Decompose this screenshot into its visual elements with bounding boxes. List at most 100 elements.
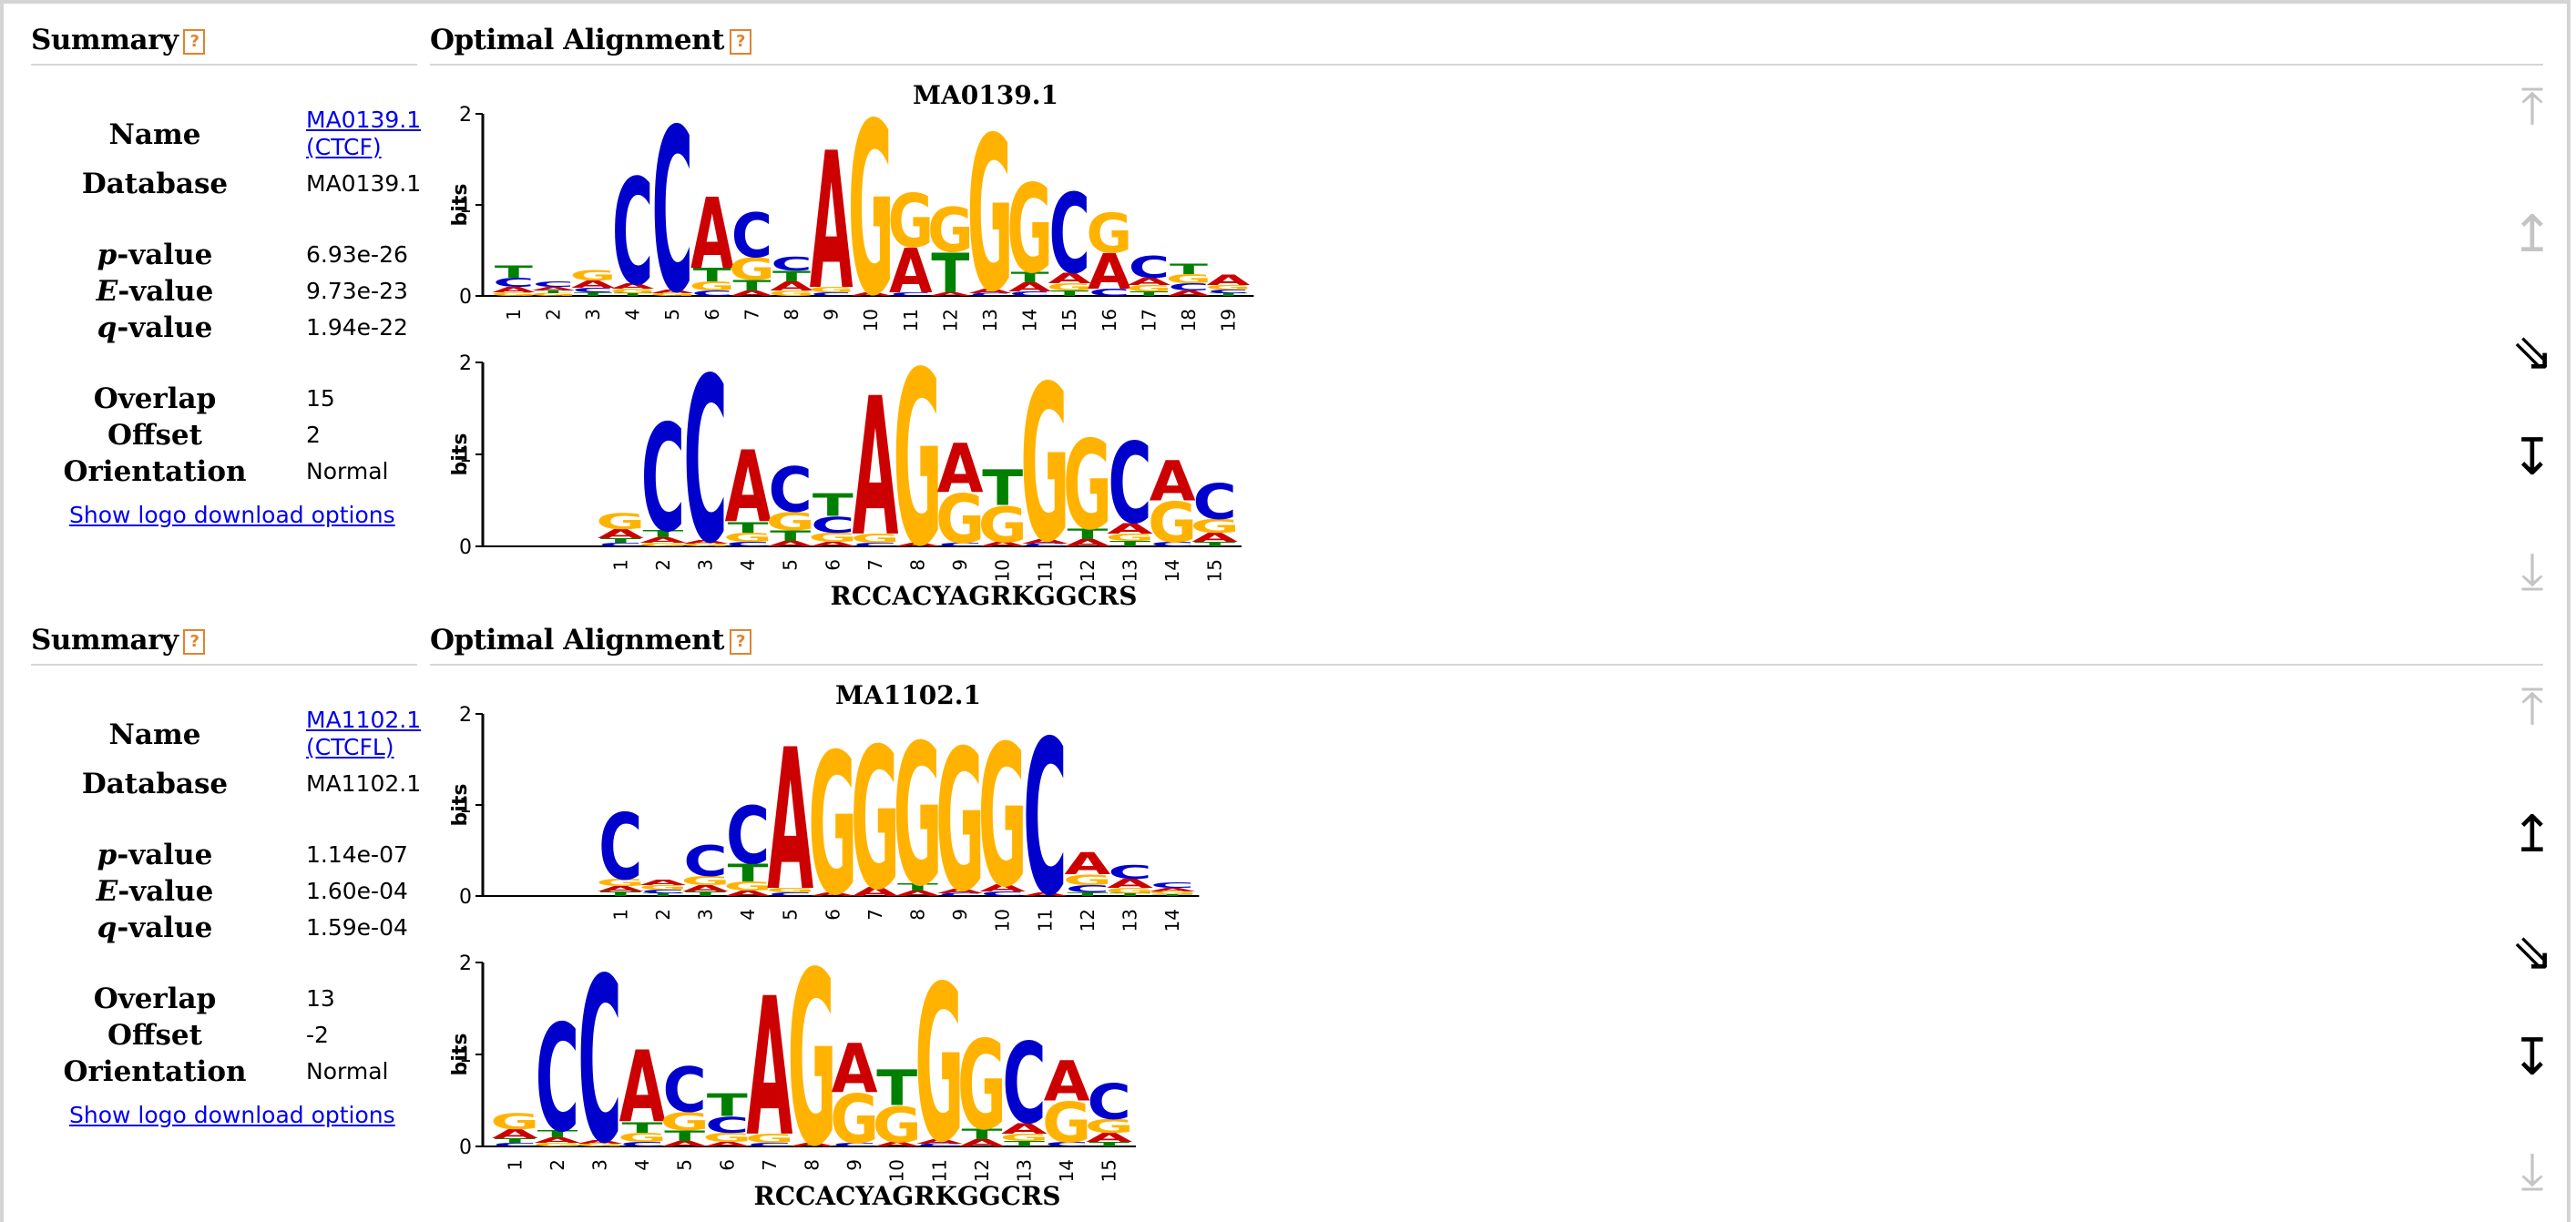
move-up-icon[interactable]: ↥ (2510, 205, 2554, 264)
move-bottom-icon[interactable]: ⤓ (2520, 542, 2544, 601)
logo-letter-c: C (811, 291, 852, 297)
logo-letter-c: C (641, 394, 685, 566)
logo-letter-c: C (1108, 420, 1151, 549)
logo-letter-a: A (682, 883, 730, 893)
motif-alt-name[interactable]: (CTCF) (306, 134, 382, 160)
q-value-label: q-value (97, 311, 213, 344)
position-label: 7 (864, 909, 886, 921)
logo-letter-g: G (690, 280, 736, 293)
offset-value: -2 (306, 1022, 329, 1048)
logo-letter-g: G (491, 291, 537, 297)
y-tick-label: 1 (459, 795, 472, 818)
logo-letter-a: A (661, 1140, 709, 1148)
position-label: 12 (939, 309, 961, 331)
logo-column: GAC (680, 346, 730, 594)
move-top-icon[interactable]: ⤒ (2520, 677, 2544, 737)
logo-letter-c: C (1168, 281, 1209, 292)
swap-down-icon[interactable]: ↧ (2510, 428, 2554, 487)
position-label: 3 (695, 559, 717, 571)
logo-letter-t: T (685, 891, 726, 898)
logo-letter-a: A (492, 286, 536, 294)
logo-letter-c: C (691, 290, 732, 298)
logo-letter-t: T (1089, 1141, 1130, 1148)
logo-letter-g: G (596, 877, 645, 888)
orientation-value: Normal (306, 458, 389, 484)
logo-letter-g: G (609, 288, 656, 295)
logo-letter-g: G (680, 874, 730, 888)
overlap-label: Overlap (93, 382, 217, 415)
y-tick-label: 0 (459, 1136, 472, 1159)
logo-letter-c: C (620, 1141, 664, 1148)
position-label: 8 (802, 1159, 823, 1171)
logo-letter-c: C (652, 82, 693, 343)
show-logo-download-link[interactable]: Show logo download options (69, 502, 395, 528)
logo-column: AGT (873, 1060, 922, 1154)
help-icon[interactable]: ? (729, 629, 751, 655)
logo-letter-g: G (649, 292, 696, 297)
motif-id[interactable]: MA0139.1 (306, 107, 422, 133)
logo-letter-g: G (967, 93, 1014, 340)
logo-column: AGT (978, 460, 1027, 554)
query-consensus: RCCACYAGRKGGCRS (754, 1181, 1061, 1211)
position-label: 11 (1034, 909, 1056, 932)
logo-letter-a: A (1207, 271, 1251, 289)
logo-letter-a: A (968, 288, 1012, 295)
motif-name-link[interactable]: MA0139.1 (CTCF) (306, 107, 434, 161)
logo-letter-g: G (978, 705, 1027, 932)
logo-letter-c: C (1023, 543, 1067, 547)
logo-letter-g: G (808, 713, 857, 940)
swap-down-icon[interactable]: ↧ (2510, 1028, 2554, 1087)
orientation-row: Orientation Normal (27, 453, 419, 490)
logo-letter-t: T (642, 528, 683, 540)
logo-letter-c: C (938, 892, 982, 897)
help-icon[interactable]: ? (183, 29, 206, 55)
move-top-icon[interactable]: ⤒ (2520, 77, 2544, 137)
logo-letter-a: A (1150, 887, 1196, 892)
motif-name-link[interactable]: MA1102.1 (CTCFL) (306, 707, 434, 761)
orientation-label: Orientation (63, 1055, 247, 1088)
logo-letter-c: C (1045, 1141, 1089, 1148)
logo-letter-g: G (978, 497, 1027, 555)
logo-letter-a: A (731, 290, 774, 298)
logo-column: CAG (1087, 203, 1133, 300)
y-tick-label: 1 (459, 195, 472, 218)
target-motif-logo: MA1102.1 012bitsTAGC1TCGA2TAGC3AGTC4CGA5… (449, 680, 1200, 943)
logo-letter-t: T (622, 1119, 663, 1136)
position-label: 1 (504, 1159, 526, 1171)
help-icon[interactable]: ? (729, 29, 751, 55)
motif-id[interactable]: MA1102.1 (306, 707, 422, 733)
logo-letter-c: C (598, 542, 642, 547)
help-icon[interactable]: ? (183, 629, 206, 655)
logo-letter-t: T (770, 527, 811, 545)
position-label: 1 (609, 909, 631, 921)
logo-letter-a: A (958, 1137, 1006, 1149)
shift-diagonal-icon[interactable]: ⇘ (2510, 923, 2554, 983)
logo-letter-a: A (1088, 244, 1131, 300)
logo-letter-g: G (639, 884, 688, 891)
logo-letter-a: A (1086, 1131, 1132, 1146)
offset-label: Offset (107, 419, 202, 452)
show-logo-download-link[interactable]: Show logo download options (69, 1102, 395, 1128)
position-label: 15 (1099, 1159, 1120, 1182)
logo-letter-a: A (704, 1141, 751, 1148)
move-up-icon[interactable]: ↥ (2510, 805, 2554, 864)
logo-letter-t: T (1130, 290, 1168, 298)
query-motif-logo: RCCACYAGRKGGCRS 012bitsCTAG1GATC2GAC3CGT… (449, 946, 1136, 1211)
y-tick-label: 2 (459, 704, 472, 727)
shift-diagonal-icon[interactable]: ⇘ (2510, 323, 2554, 382)
move-bottom-icon[interactable]: ⤓ (2520, 1142, 2544, 1201)
logo-letter-g: G (851, 532, 900, 546)
position-label: 1 (503, 309, 525, 321)
position-label: 13 (1014, 1159, 1036, 1182)
logo-letter-g: G (1126, 284, 1172, 294)
logo-letter-a: A (571, 279, 615, 290)
position-label: 5 (674, 1159, 696, 1171)
logo-letter-g: G (702, 1131, 751, 1146)
motif-alt-name[interactable]: (CTCFL) (306, 734, 394, 760)
logo-letter-g: G (723, 880, 772, 893)
